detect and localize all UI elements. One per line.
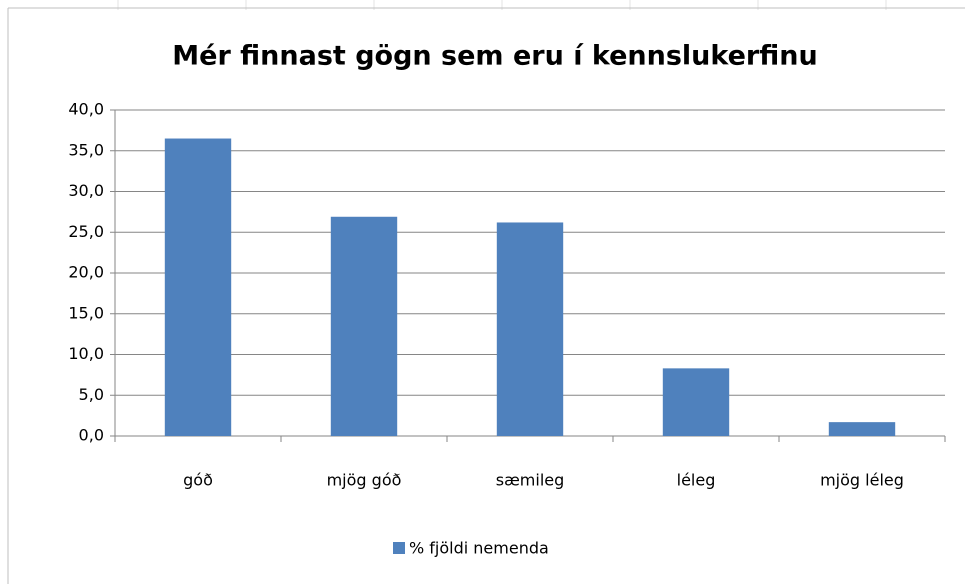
bar	[828, 422, 896, 436]
y-tick-label: 15,0	[68, 303, 104, 322]
y-tick-label: 20,0	[68, 263, 104, 282]
legend-label: % fjöldi nemenda	[409, 539, 549, 558]
legend-swatch	[393, 542, 405, 554]
sheet-grid	[117, 0, 887, 10]
y-tick-label: 5,0	[79, 385, 104, 404]
x-tick-label: léleg	[677, 471, 716, 490]
bar	[330, 216, 398, 436]
y-tick-label: 35,0	[68, 140, 104, 159]
x-tick-label: sæmileg	[496, 471, 565, 490]
y-tick-label: 40,0	[68, 100, 104, 119]
x-tick-label: góð	[183, 471, 213, 490]
y-tick-label: 10,0	[68, 344, 104, 363]
x-tick-label: mjög léleg	[820, 471, 904, 490]
bar	[496, 222, 564, 436]
y-tick-label: 25,0	[68, 222, 104, 241]
y-tick-label: 30,0	[68, 181, 104, 200]
x-tick-label: mjög góð	[327, 471, 402, 490]
bar	[164, 138, 232, 436]
chart-title: Mér finnast gögn sem eru í kennslukerfin…	[172, 41, 817, 72]
bar	[662, 368, 730, 436]
y-tick-label: 0,0	[79, 426, 104, 445]
